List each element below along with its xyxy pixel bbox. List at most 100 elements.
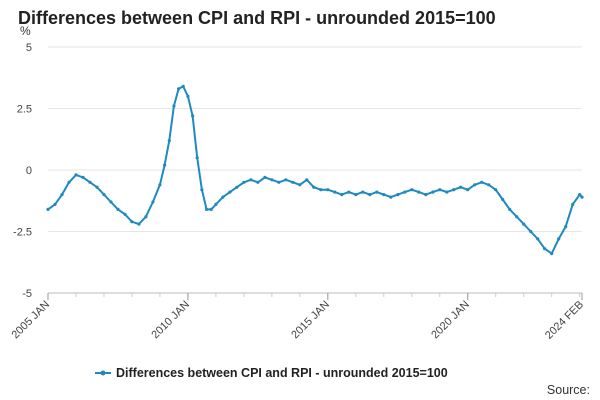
data-point <box>550 252 554 256</box>
x-tick-label: 2024 FEB <box>543 299 586 342</box>
chart-legend[interactable]: Differences between CPI and RPI - unroun… <box>94 366 448 380</box>
data-point <box>102 193 106 197</box>
data-point <box>195 156 199 160</box>
data-point <box>529 229 533 234</box>
data-point <box>263 175 267 179</box>
data-point <box>424 193 428 197</box>
data-point <box>326 188 330 192</box>
data-point <box>88 180 92 184</box>
data-point <box>284 178 288 182</box>
data-point <box>354 193 358 197</box>
data-point <box>137 222 141 226</box>
data-point <box>501 197 505 202</box>
data-point <box>522 222 526 226</box>
data-point <box>487 183 491 187</box>
data-point <box>452 188 456 192</box>
x-tick-label: 2010 JAN <box>149 299 192 342</box>
legend-series-label: Differences between CPI and RPI - unroun… <box>116 366 448 380</box>
data-point <box>277 180 281 184</box>
data-point <box>270 178 274 182</box>
data-point <box>333 190 337 194</box>
data-point <box>305 178 309 182</box>
data-point <box>459 185 463 189</box>
data-point <box>361 190 365 194</box>
data-point <box>312 185 316 189</box>
data-point <box>543 247 547 251</box>
x-tick-label: 2015 JAN <box>289 299 332 342</box>
data-point <box>508 207 512 211</box>
data-point <box>382 193 386 197</box>
data-point <box>221 195 225 199</box>
data-point <box>347 190 351 194</box>
data-point <box>242 180 246 184</box>
data-point <box>256 180 260 184</box>
data-point <box>116 207 120 211</box>
source-label: Source: <box>546 383 590 397</box>
data-point <box>228 190 232 194</box>
data-point <box>571 202 575 206</box>
data-point <box>564 225 568 229</box>
data-point <box>95 185 99 189</box>
data-point <box>144 215 148 219</box>
data-point <box>167 138 171 143</box>
y-tick-label: 5 <box>26 42 32 54</box>
data-point <box>298 183 302 187</box>
data-point <box>480 180 484 184</box>
data-point <box>396 193 400 197</box>
data-point <box>191 114 195 118</box>
data-point <box>291 180 295 184</box>
data-point <box>205 207 209 211</box>
data-point <box>417 190 421 194</box>
data-point <box>74 173 78 177</box>
data-point <box>81 175 85 179</box>
data-point <box>445 190 449 194</box>
data-point <box>109 200 113 204</box>
data-point <box>186 94 190 98</box>
data-point <box>181 84 185 88</box>
data-point <box>214 202 218 206</box>
series-line <box>47 85 583 255</box>
data-point <box>67 180 71 184</box>
legend-series-marker <box>95 370 111 376</box>
data-point <box>375 190 379 194</box>
data-point <box>403 190 407 194</box>
data-point <box>249 178 253 182</box>
data-point <box>200 188 204 192</box>
data-point <box>494 188 498 192</box>
data-point <box>438 188 442 192</box>
data-point <box>557 237 561 241</box>
data-point <box>368 193 372 197</box>
data-point <box>163 163 167 167</box>
data-point <box>578 193 582 197</box>
y-tick-label: 2.5 <box>17 104 32 116</box>
data-point <box>172 104 176 108</box>
data-point <box>53 202 57 206</box>
data-point <box>515 215 519 219</box>
data-point <box>158 183 162 187</box>
data-point <box>319 188 323 192</box>
data-point <box>123 212 127 216</box>
data-point <box>580 195 584 199</box>
data-point <box>60 193 64 197</box>
data-point <box>466 188 470 192</box>
data-point <box>473 183 477 187</box>
data-point <box>46 207 50 211</box>
y-tick-label: 0 <box>26 165 32 177</box>
data-point <box>177 87 181 91</box>
y-axis-unit-label: % <box>20 24 31 38</box>
data-point <box>209 207 213 211</box>
data-point <box>536 237 540 241</box>
data-point <box>130 220 134 224</box>
x-tick-label: 2005 JAN <box>9 299 52 342</box>
data-point <box>235 185 239 189</box>
data-point <box>389 195 393 199</box>
chart-title: Differences between CPI and RPI - unroun… <box>18 8 496 28</box>
y-tick-label: -5 <box>22 288 32 300</box>
data-point <box>410 188 414 192</box>
data-point <box>151 200 155 204</box>
data-point <box>340 193 344 197</box>
x-tick-label: 2020 JAN <box>429 299 472 342</box>
data-point <box>431 190 435 194</box>
y-tick-label: -2.5 <box>13 227 32 239</box>
